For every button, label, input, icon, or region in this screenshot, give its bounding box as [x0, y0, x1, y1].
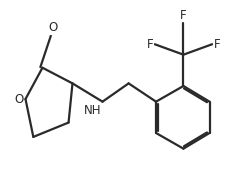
Text: NH: NH — [84, 104, 101, 117]
Text: F: F — [180, 9, 187, 22]
Text: F: F — [214, 38, 220, 51]
Text: F: F — [146, 38, 153, 51]
Text: O: O — [48, 21, 57, 34]
Text: O: O — [14, 93, 23, 106]
